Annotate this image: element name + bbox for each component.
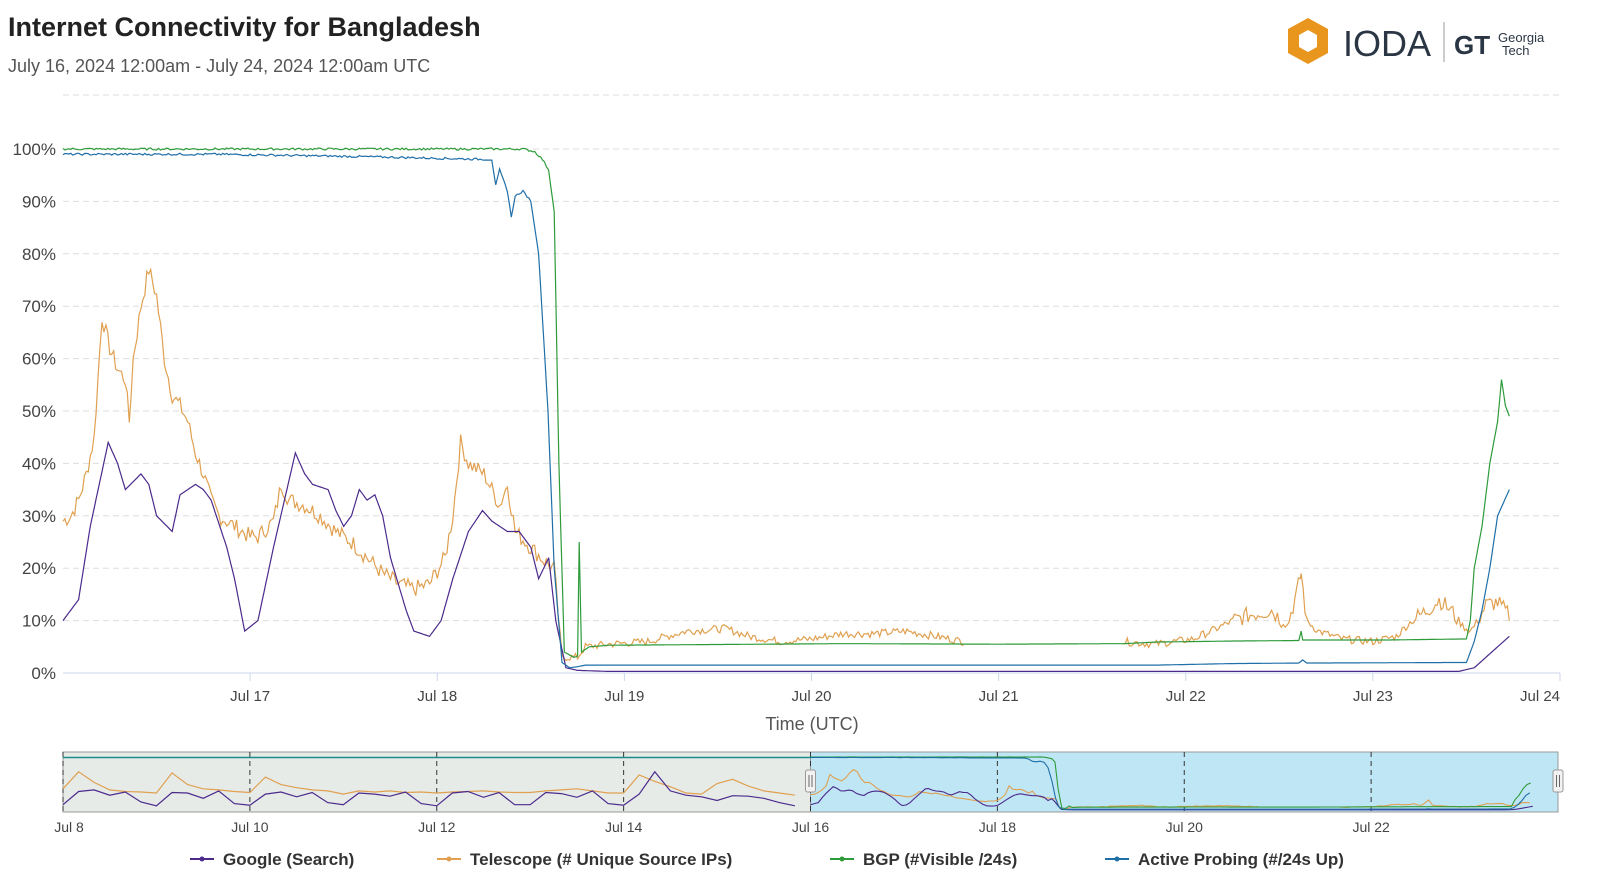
series-line-active	[62, 152, 1510, 669]
legend-item-bgp[interactable]: BGP (#Visible /24s)	[830, 850, 1017, 869]
y-tick-label: 100%	[13, 140, 56, 159]
ioda-wordmark: IODA	[1343, 23, 1431, 64]
series-line-bgp	[62, 147, 1510, 658]
grid	[63, 94, 1560, 674]
series-line-telescope	[1123, 573, 1510, 649]
navigator-handle-right[interactable]	[1552, 769, 1564, 793]
navigator-tick-label: Jul 16	[792, 819, 830, 835]
y-axis: 0% 10% 20% 30% 40% 50% 60% 70% 80% 90% 100%	[13, 140, 56, 683]
legend-item-google[interactable]: Google (Search)	[190, 850, 354, 869]
navigator-tick-label: Jul 18	[979, 819, 1017, 835]
navigator-tick-label: Jul 10	[231, 819, 269, 835]
navigator-tick-label: Jul 12	[418, 819, 456, 835]
y-tick-label: 40%	[22, 454, 56, 473]
legend-marker-icon	[199, 856, 205, 862]
y-tick-label: 70%	[22, 297, 56, 316]
handle-body[interactable]	[805, 769, 816, 793]
legend: Google (Search) Telescope (# Unique Sourc…	[190, 850, 1344, 869]
navigator[interactable]: Jul 8 Jul 10 Jul 12 Jul 14 Jul 16 Jul 18 Jul 2…	[54, 751, 1564, 835]
legend-marker-icon	[446, 856, 452, 862]
legend-label: Google (Search)	[223, 850, 354, 869]
gt-text-georgia: Georgia	[1498, 30, 1545, 45]
legend-item-active[interactable]: Active Probing (#/24s Up)	[1105, 850, 1344, 869]
series-line-telescope	[62, 267, 964, 662]
legend-item-telescope[interactable]: Telescope (# Unique Source IPs)	[437, 850, 732, 869]
x-tick-label: Jul 23	[1353, 688, 1393, 705]
navigator-handle-left[interactable]	[805, 769, 816, 793]
gt-mark: GT	[1454, 30, 1490, 60]
x-tick-label: Jul 21	[979, 688, 1019, 705]
navigator-google-history	[62, 770, 796, 807]
navigator-series-line	[810, 756, 1531, 810]
y-tick-label: 90%	[22, 192, 56, 211]
y-tick-label: 80%	[22, 245, 56, 264]
legend-label: Active Probing (#/24s Up)	[1138, 850, 1344, 869]
x-tick-label: Jul 18	[417, 688, 457, 705]
date-range: July 16, 2024 12:00am - July 24, 2024 12…	[8, 56, 431, 76]
ioda-hexagon-icon	[1288, 18, 1328, 64]
y-tick-label: 10%	[22, 612, 56, 631]
gt-text-tech: Tech	[1502, 43, 1529, 58]
x-tick-label: Jul 19	[604, 688, 644, 705]
series-lines	[62, 147, 1510, 672]
y-tick-label: 50%	[22, 402, 56, 421]
navigator-telescope-history	[62, 771, 795, 796]
navigator-tick-label: Jul 14	[605, 819, 643, 835]
navigator-tick-label: Jul 22	[1352, 819, 1390, 835]
series-line-google	[62, 440, 1510, 672]
x-axis: Jul 17 Jul 18 Jul 19 Jul 20 Jul 21 Jul 22 Jul …	[230, 673, 1561, 705]
x-tick-label: Jul 17	[230, 688, 270, 705]
x-tick-label: Jul 20	[791, 688, 831, 705]
y-tick-label: 20%	[22, 559, 56, 578]
x-tick-label: Jul 22	[1166, 688, 1206, 705]
legend-marker-icon	[839, 856, 845, 862]
page-title: Internet Connectivity for Bangladesh	[8, 12, 481, 42]
navigator-series-line	[810, 786, 1533, 811]
handle-body[interactable]	[1552, 769, 1564, 793]
y-tick-label: 0%	[31, 664, 56, 683]
navigator-series-line	[810, 756, 1531, 809]
y-tick-label: 60%	[22, 350, 56, 369]
navigator-tick-label: Jul 8	[54, 819, 84, 835]
x-axis-label: Time (UTC)	[765, 714, 858, 734]
ioda-georgia-tech-logo: IODA GT Georgia Tech	[1288, 18, 1545, 64]
legend-label: BGP (#Visible /24s)	[863, 850, 1017, 869]
y-tick-label: 30%	[22, 507, 56, 526]
navigator-tick-label: Jul 20	[1166, 819, 1204, 835]
x-tick-label: Jul 24	[1520, 688, 1560, 705]
legend-marker-icon	[1114, 856, 1120, 862]
legend-label: Telescope (# Unique Source IPs)	[470, 850, 732, 869]
